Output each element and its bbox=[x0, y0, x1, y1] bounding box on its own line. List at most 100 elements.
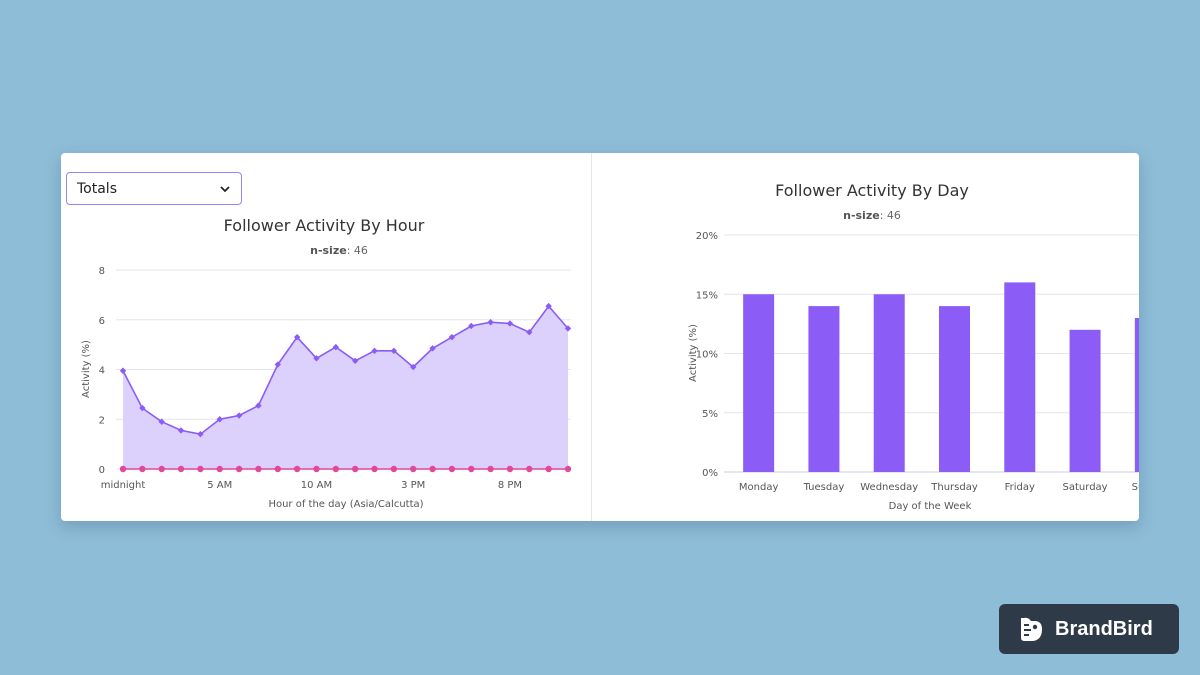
day-x-tick-label: Saturday bbox=[1063, 482, 1108, 493]
hour-baseline-point bbox=[410, 465, 417, 473]
hour-baseline-point bbox=[506, 465, 514, 473]
day-x-tick-label: Tuesday bbox=[803, 482, 845, 493]
hour-baseline-point bbox=[545, 465, 552, 473]
hour-baseline-point bbox=[177, 465, 185, 473]
day-bar bbox=[1069, 329, 1101, 472]
hour-baseline-point bbox=[235, 465, 243, 473]
hour-x-tick-label: 10 AM bbox=[301, 480, 332, 491]
metric-select-value: Totals bbox=[77, 180, 117, 197]
hour-baseline-point bbox=[390, 465, 398, 473]
hour-baseline-point bbox=[255, 465, 262, 473]
hour-data-point bbox=[274, 361, 281, 368]
chart-divider bbox=[591, 153, 592, 521]
hour-x-tick-label: midnight bbox=[101, 480, 146, 491]
brandbird-logo-icon bbox=[1021, 617, 1042, 641]
hour-data-point bbox=[139, 404, 146, 412]
day-bar bbox=[1004, 282, 1036, 472]
hour-activity-chart: Follower Activity By Hour n-size: 46 0 2 4… bbox=[81, 216, 572, 510]
hour-y-tick-label: 8 bbox=[99, 266, 105, 277]
hour-baseline-point bbox=[197, 465, 204, 473]
hour-nsize-value: : 46 bbox=[347, 244, 368, 257]
hour-baseline-point bbox=[448, 465, 456, 473]
day-y-tick-label: 15% bbox=[696, 290, 718, 301]
day-bar bbox=[939, 306, 970, 472]
hour-baseline-point bbox=[119, 465, 127, 473]
hour-data-point bbox=[351, 357, 359, 364]
hour-chart-nsize: n-size: 46 bbox=[310, 244, 368, 257]
hour-y-axis-label: Activity (%) bbox=[81, 340, 92, 398]
hour-baseline-point bbox=[139, 465, 146, 473]
day-y-tick-label: 5% bbox=[702, 409, 718, 420]
day-chart-nsize: n-size: 46 bbox=[843, 209, 901, 222]
hour-baseline-point bbox=[371, 465, 378, 473]
hour-nsize-label: n-size bbox=[310, 244, 347, 257]
hour-y-tick-label: 0 bbox=[99, 465, 105, 476]
hour-baseline-point bbox=[487, 465, 494, 473]
day-y-ticks: 0% 5% 10% 15% 20% bbox=[696, 231, 718, 479]
hour-x-axis-label: Hour of the day (Asia/Calcutta) bbox=[268, 499, 423, 510]
hour-y-tick-label: 4 bbox=[99, 366, 105, 377]
day-bar bbox=[1134, 317, 1139, 472]
hour-data-point bbox=[293, 333, 301, 341]
hour-baseline-point bbox=[429, 465, 436, 473]
hour-x-tick-label: 5 AM bbox=[207, 480, 232, 491]
hour-data-point bbox=[506, 320, 514, 327]
day-bar bbox=[808, 306, 840, 472]
hour-data-point bbox=[468, 322, 475, 330]
hour-baseline-point bbox=[468, 465, 475, 473]
hour-data-point bbox=[197, 430, 204, 438]
day-x-tick-label: Wednesday bbox=[860, 482, 918, 493]
hour-data-point bbox=[313, 355, 320, 362]
day-x-tick-label: Thursday bbox=[930, 482, 978, 493]
hour-x-ticks: midnight 5 AM 10 AM 3 PM 8 PM bbox=[101, 480, 522, 491]
hour-baseline-point bbox=[564, 465, 572, 473]
hour-baseline-point bbox=[351, 465, 359, 473]
hour-data-point bbox=[564, 325, 572, 332]
hour-data-point bbox=[487, 319, 494, 326]
day-y-tick-label: 20% bbox=[696, 231, 718, 242]
hour-chart-title: Follower Activity By Hour bbox=[224, 216, 425, 235]
metric-select[interactable]: Totals bbox=[66, 172, 242, 205]
hour-data-point bbox=[410, 363, 417, 371]
hour-x-tick-label: 8 PM bbox=[498, 480, 522, 491]
analytics-card: Totals Follower Activity By Hour n-size:… bbox=[61, 153, 1139, 521]
hour-data-point bbox=[390, 347, 398, 355]
day-bar bbox=[743, 294, 775, 472]
day-x-axis-label: Day of the Week bbox=[889, 501, 972, 512]
day-x-tick-label: Friday bbox=[1005, 482, 1035, 493]
brandbird-badge: BrandBird bbox=[999, 604, 1179, 654]
hour-y-ticks: 0 2 4 6 8 bbox=[99, 266, 105, 476]
hour-data-point bbox=[332, 343, 340, 351]
hour-data-point bbox=[429, 345, 436, 352]
hour-data-point bbox=[119, 367, 127, 374]
hour-series-points bbox=[119, 302, 572, 438]
hour-data-point bbox=[255, 402, 262, 409]
hour-y-tick-label: 2 bbox=[99, 415, 105, 426]
day-x-tick-label: Monday bbox=[739, 482, 779, 493]
hour-x-tick-label: 3 PM bbox=[401, 480, 425, 491]
hour-baseline-point bbox=[313, 465, 320, 473]
day-y-axis-label: Activity (%) bbox=[688, 324, 699, 382]
hour-data-point bbox=[158, 418, 165, 425]
hour-baseline-point bbox=[332, 465, 340, 473]
hour-y-tick-label: 6 bbox=[99, 316, 105, 327]
day-x-tick-label: Sunday bbox=[1132, 482, 1139, 493]
hour-data-point bbox=[235, 412, 243, 419]
hour-data-point bbox=[526, 328, 533, 336]
hour-baseline-point bbox=[158, 465, 165, 473]
day-y-tick-label: 0% bbox=[702, 468, 718, 479]
brand-name: BrandBird bbox=[1055, 617, 1153, 640]
day-x-ticks: Monday Tuesday Wednesday Thursday Friday Satu… bbox=[739, 482, 1139, 493]
hour-area-fill bbox=[123, 306, 568, 469]
day-chart-title: Follower Activity By Day bbox=[775, 181, 969, 200]
hour-baseline-point bbox=[293, 465, 301, 473]
day-y-tick-label: 10% bbox=[696, 350, 718, 361]
hour-baseline-point bbox=[526, 465, 533, 473]
hour-data-point bbox=[448, 333, 456, 341]
day-bar bbox=[873, 294, 905, 472]
day-nsize-label: n-size bbox=[843, 209, 880, 222]
hour-data-point bbox=[177, 427, 185, 434]
day-nsize-value: : 46 bbox=[880, 209, 901, 222]
day-bars bbox=[743, 282, 1139, 472]
hour-baseline-points bbox=[119, 465, 572, 473]
